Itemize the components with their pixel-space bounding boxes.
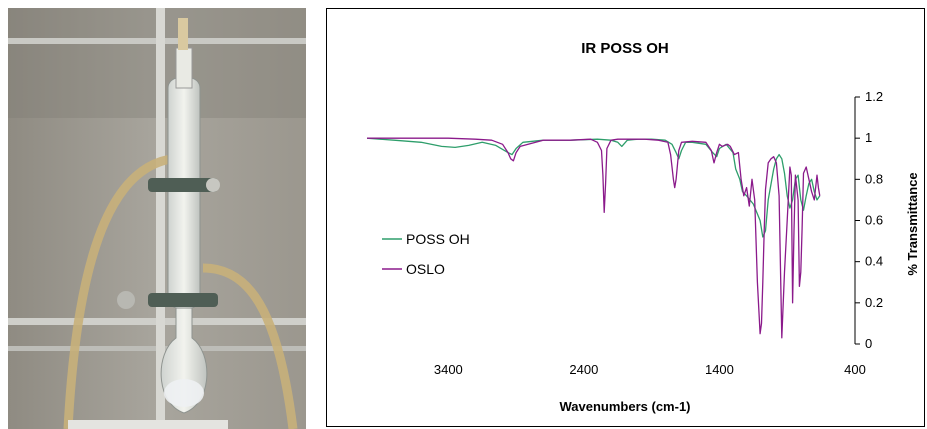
lab-apparatus-photo — [8, 8, 306, 429]
x-tick-label: 1400 — [705, 362, 734, 377]
y-tick-label: 0.8 — [865, 171, 883, 186]
series-line-2 — [367, 137, 821, 339]
y-tick-label: 0.4 — [865, 254, 883, 269]
ir-chart-panel: IR POSS OH 0 0.2 0.4 0.6 0.8 1 1.2 3400 2400 140… — [326, 8, 925, 427]
y-tick-label: 1.2 — [865, 89, 883, 104]
x-axis-label: Wavenumbers (cm-1) — [560, 399, 691, 414]
y-tick-label: 0 — [865, 336, 872, 351]
x-tick-label: 3400 — [434, 362, 463, 377]
legend: POSS OH OSLO — [382, 231, 470, 277]
legend-label: POSS OH — [406, 231, 470, 247]
photo-illustration — [8, 8, 306, 429]
y-tick-label: 1 — [865, 130, 872, 145]
plot-lines — [366, 137, 821, 339]
y-axis-label: % Transmittance — [905, 172, 920, 275]
x-ticks: 3400 2400 1400 400 — [434, 362, 866, 377]
x-tick-label: 400 — [844, 362, 866, 377]
legend-label: OSLO — [406, 261, 445, 277]
series-line-1 — [366, 137, 821, 238]
chart-title: IR POSS OH — [581, 40, 669, 57]
x-tick-label: 2400 — [569, 362, 598, 377]
ir-chart: IR POSS OH 0 0.2 0.4 0.6 0.8 1 1.2 3400 2400 140… — [366, 40, 920, 414]
y-tick-label: 0.2 — [865, 295, 883, 310]
y-ticks: 0 0.2 0.4 0.6 0.8 1 1.2 — [855, 89, 883, 351]
y-tick-label: 0.6 — [865, 213, 883, 228]
